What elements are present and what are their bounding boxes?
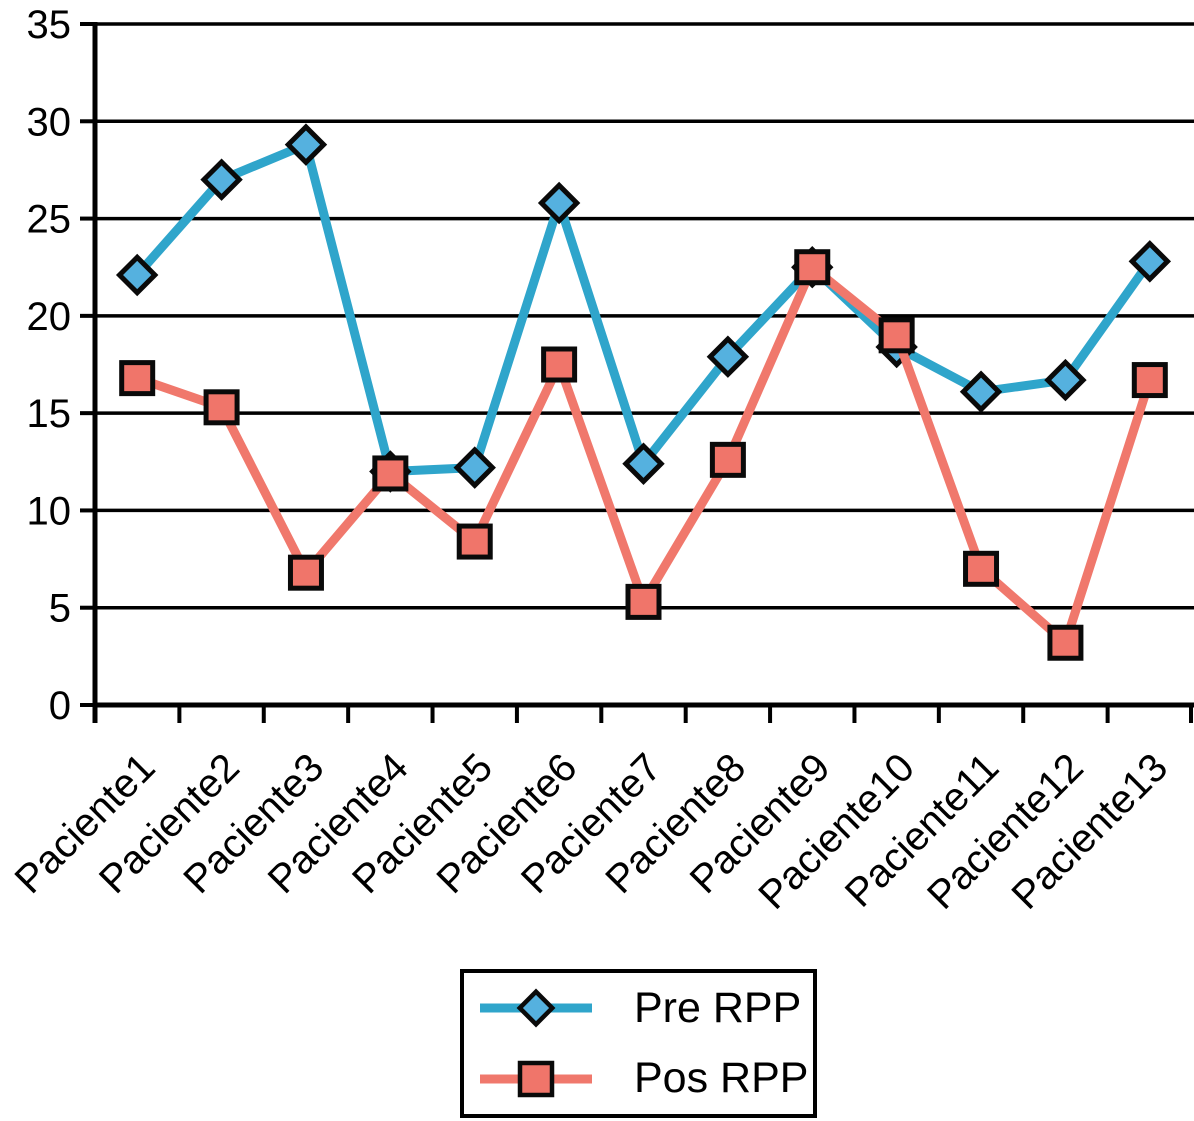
diamond-marker-pre-rpp bbox=[284, 123, 328, 166]
diamond-marker-pre-rpp bbox=[1044, 358, 1087, 402]
square-marker-pos-rpp bbox=[456, 523, 493, 560]
square-marker-pos-rpp bbox=[287, 554, 324, 591]
diamond-marker-pre-rpp bbox=[706, 335, 750, 378]
legend-item-pre-rpp: Pre RPP bbox=[464, 984, 813, 1033]
legend: Pre RPP Pos RPP bbox=[460, 969, 817, 1118]
y-tick-label: 5 bbox=[49, 587, 71, 631]
square-marker-pos-rpp bbox=[119, 360, 156, 397]
square-marker-pos-rpp bbox=[541, 346, 578, 383]
square-marker-pos-rpp bbox=[1047, 624, 1084, 661]
square-marker-pos-rpp bbox=[963, 550, 1000, 587]
diamond-marker-pre-rpp bbox=[622, 442, 665, 485]
pos-rpp-legend-marker-icon bbox=[480, 1060, 592, 1097]
diamond-marker-pre-rpp bbox=[453, 446, 496, 489]
y-tick-label: 25 bbox=[27, 198, 72, 242]
y-tick-label: 10 bbox=[27, 489, 72, 533]
legend-label-pre-rpp: Pre RPP bbox=[634, 983, 802, 1032]
diamond-marker-pre-rpp bbox=[1128, 240, 1172, 283]
pre-rpp-legend-marker-icon bbox=[480, 988, 592, 1028]
diamond-marker-pre-rpp bbox=[200, 158, 243, 201]
series-line-pre-rpp bbox=[132, 140, 1155, 477]
diamond-marker-pre-rpp bbox=[115, 253, 159, 297]
square-marker-pos-rpp bbox=[878, 317, 915, 354]
diamond-marker-pre-rpp bbox=[537, 181, 581, 225]
pre-pos-rpp-line-chart: 05101520253035Paciente1Paciente2Paciente… bbox=[7, 3, 1194, 918]
square-marker-pos-rpp bbox=[794, 249, 831, 286]
legend-item-pos-rpp: Pos RPP bbox=[464, 1054, 813, 1103]
diamond-marker-pre-rpp bbox=[959, 370, 1003, 413]
y-tick-label: 15 bbox=[27, 392, 72, 436]
pre-rpp-diamond-icon bbox=[516, 988, 556, 1028]
square-marker-pos-rpp bbox=[625, 583, 662, 620]
square-marker-pos-rpp bbox=[203, 389, 240, 426]
y-tick-label: 35 bbox=[27, 3, 72, 47]
square-marker-pos-rpp bbox=[1131, 362, 1168, 399]
y-tick-label: 30 bbox=[27, 100, 72, 144]
y-tick-label: 20 bbox=[27, 295, 72, 339]
square-marker-pos-rpp bbox=[372, 455, 409, 492]
y-tick-label: 0 bbox=[49, 684, 71, 728]
pos-rpp-square-icon bbox=[517, 1060, 555, 1097]
square-marker-pos-rpp bbox=[709, 441, 746, 478]
legend-label-pos-rpp: Pos RPP bbox=[634, 1054, 809, 1103]
